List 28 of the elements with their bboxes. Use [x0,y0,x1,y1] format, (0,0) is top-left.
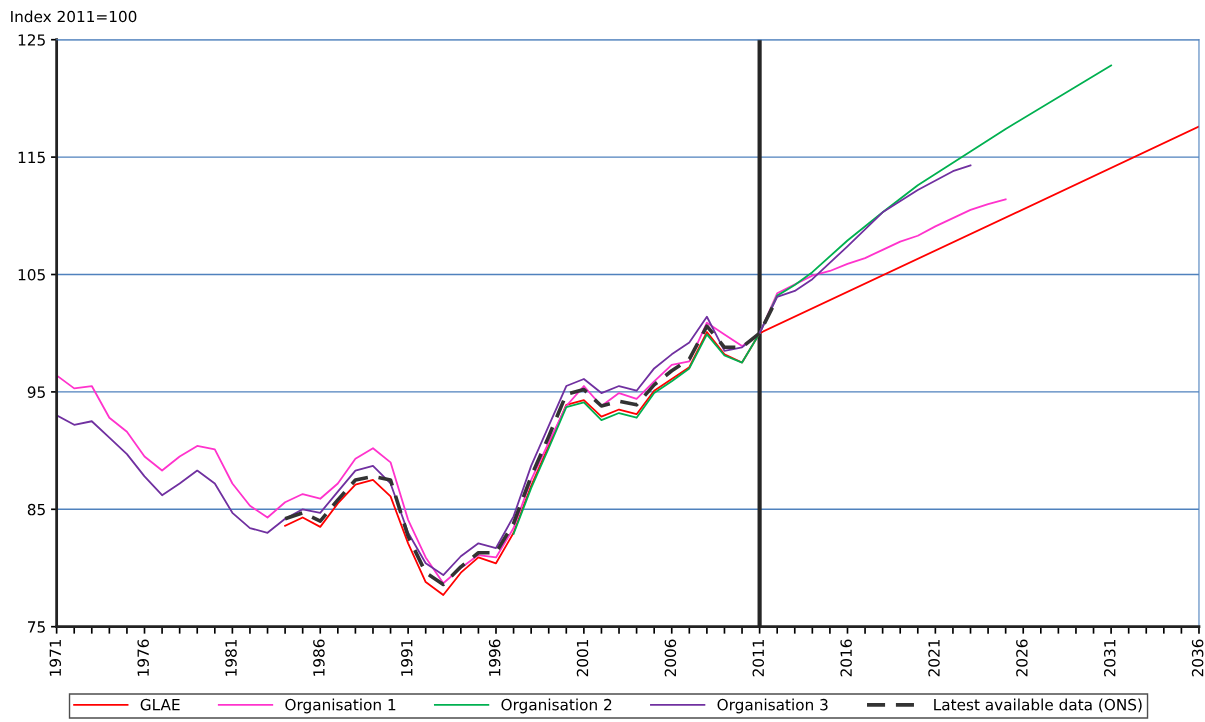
legend-label: Organisation 1 [285,698,396,714]
x-tick-label: 1981 [225,639,237,676]
x-tick-label: 2021 [928,639,940,677]
y-tick-label: 115 [18,151,45,164]
x-tick-label: 2006 [664,639,677,677]
x-tick-label: 2016 [840,639,852,677]
y-tick-label: 75 [28,621,45,633]
y-tick-label: 105 [18,268,45,281]
y-tick-label: 85 [27,503,45,516]
x-tick-label: 2031 [1103,639,1116,677]
line-series [284,125,1199,596]
x-tick-label: 1991 [401,639,413,676]
x-tick-label: 2011 [752,639,765,677]
x-tick-label: 2001 [576,639,589,677]
legend-label: Latest available data (ONS) [934,698,1142,713]
x-tick-label: 2026 [1016,639,1028,677]
x-tick-label: 1986 [313,639,325,676]
y-tick-label: 125 [18,34,45,46]
y-axis-title: Index 2011=100 [11,10,137,23]
x-tick-label: 1976 [137,639,149,676]
legend-label: Organisation 2 [501,698,612,714]
x-tick-label: 2036 [1191,639,1204,677]
line-series [512,64,1113,535]
legend-label: GLAE [140,698,180,711]
x-tick-label: 1996 [488,639,501,676]
x-tick-label: 1971 [49,639,62,676]
legend-label: Organisation 3 [717,698,828,714]
y-tick-label: 95 [27,386,45,398]
